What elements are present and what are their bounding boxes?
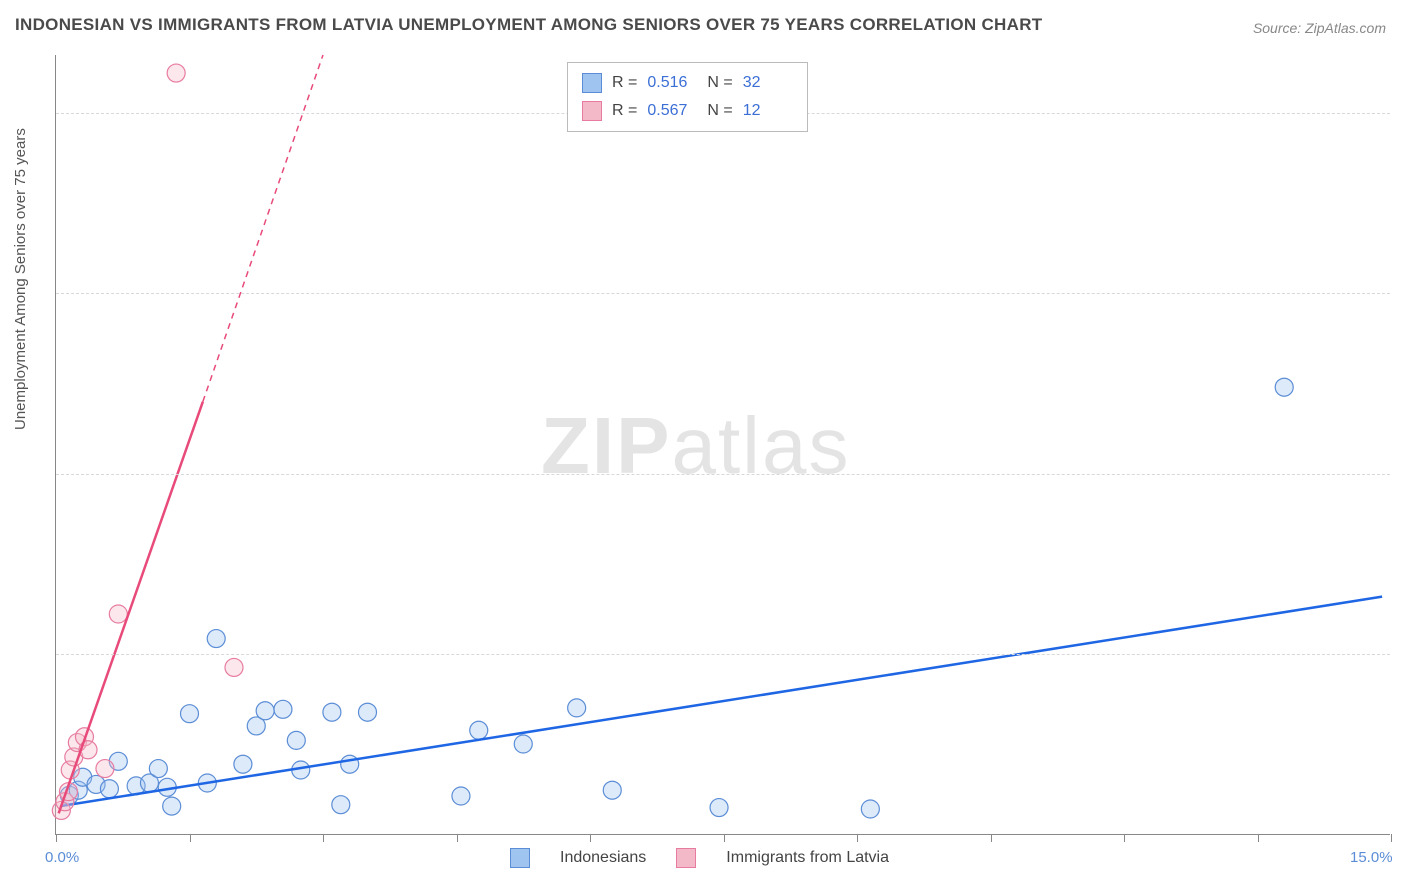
data-point <box>109 605 127 623</box>
x-tick <box>1391 834 1392 842</box>
x-tick <box>190 834 191 842</box>
data-point <box>470 721 488 739</box>
stats-swatch-0 <box>582 73 602 93</box>
x-tick <box>724 834 725 842</box>
stats-swatch-1 <box>582 101 602 121</box>
n-value-0: 32 <box>743 69 793 97</box>
source-attribution: Source: ZipAtlas.com <box>1253 20 1386 36</box>
x-tick <box>56 834 57 842</box>
stats-legend-row-1: R = 0.567 N = 12 <box>582 97 793 125</box>
data-point <box>256 702 274 720</box>
data-point <box>359 703 377 721</box>
r-value-0: 0.516 <box>647 69 697 97</box>
plot-svg <box>56 55 1390 834</box>
x-tick <box>1258 834 1259 842</box>
data-point <box>225 658 243 676</box>
plot-area: ZIPatlas 25.0%50.0%75.0%100.0% <box>55 55 1390 835</box>
data-point <box>287 731 305 749</box>
trend-line <box>60 597 1382 806</box>
y-tick-label: 100.0% <box>1400 104 1406 121</box>
stats-legend-row-0: R = 0.516 N = 32 <box>582 69 793 97</box>
x-tick-label: 0.0% <box>45 849 79 866</box>
series-name-0: Indonesians <box>560 849 646 867</box>
series-swatch-0 <box>510 848 530 868</box>
y-tick-label: 25.0% <box>1400 646 1406 663</box>
chart-title: INDONESIAN VS IMMIGRANTS FROM LATVIA UNE… <box>15 15 1042 35</box>
x-tick <box>1124 834 1125 842</box>
data-point <box>323 703 341 721</box>
data-point <box>452 787 470 805</box>
data-point <box>341 755 359 773</box>
gridline-h <box>56 654 1390 655</box>
trend-line <box>59 402 203 814</box>
n-value-1: 12 <box>743 97 793 125</box>
n-label-1: N = <box>707 97 732 125</box>
data-point <box>167 64 185 82</box>
data-point <box>861 800 879 818</box>
gridline-h <box>56 293 1390 294</box>
trend-line <box>203 55 323 402</box>
data-point <box>1275 378 1293 396</box>
data-point <box>568 699 586 717</box>
x-tick <box>590 834 591 842</box>
data-point <box>149 760 167 778</box>
r-label-1: R = <box>612 97 637 125</box>
data-point <box>207 630 225 648</box>
r-label-0: R = <box>612 69 637 97</box>
data-point <box>181 705 199 723</box>
y-tick-label: 50.0% <box>1400 465 1406 482</box>
x-tick <box>857 834 858 842</box>
x-tick <box>457 834 458 842</box>
stats-legend: R = 0.516 N = 32 R = 0.567 N = 12 <box>567 62 808 132</box>
data-point <box>274 700 292 718</box>
data-point <box>332 796 350 814</box>
data-point <box>96 760 114 778</box>
r-value-1: 0.567 <box>647 97 697 125</box>
x-tick-label: 15.0% <box>1350 849 1393 866</box>
y-axis-label: Unemployment Among Seniors over 75 years <box>12 128 29 430</box>
y-tick-label: 75.0% <box>1400 285 1406 302</box>
n-label-0: N = <box>707 69 732 97</box>
data-point <box>710 799 728 817</box>
series-swatch-1 <box>676 848 696 868</box>
data-point <box>234 755 252 773</box>
data-point <box>514 735 532 753</box>
x-tick <box>991 834 992 842</box>
series-name-1: Immigrants from Latvia <box>726 849 889 867</box>
x-tick <box>323 834 324 842</box>
data-point <box>163 797 181 815</box>
data-point <box>603 781 621 799</box>
gridline-h <box>56 474 1390 475</box>
series-legend: Indonesians Immigrants from Latvia <box>510 848 889 868</box>
data-point <box>100 780 118 798</box>
